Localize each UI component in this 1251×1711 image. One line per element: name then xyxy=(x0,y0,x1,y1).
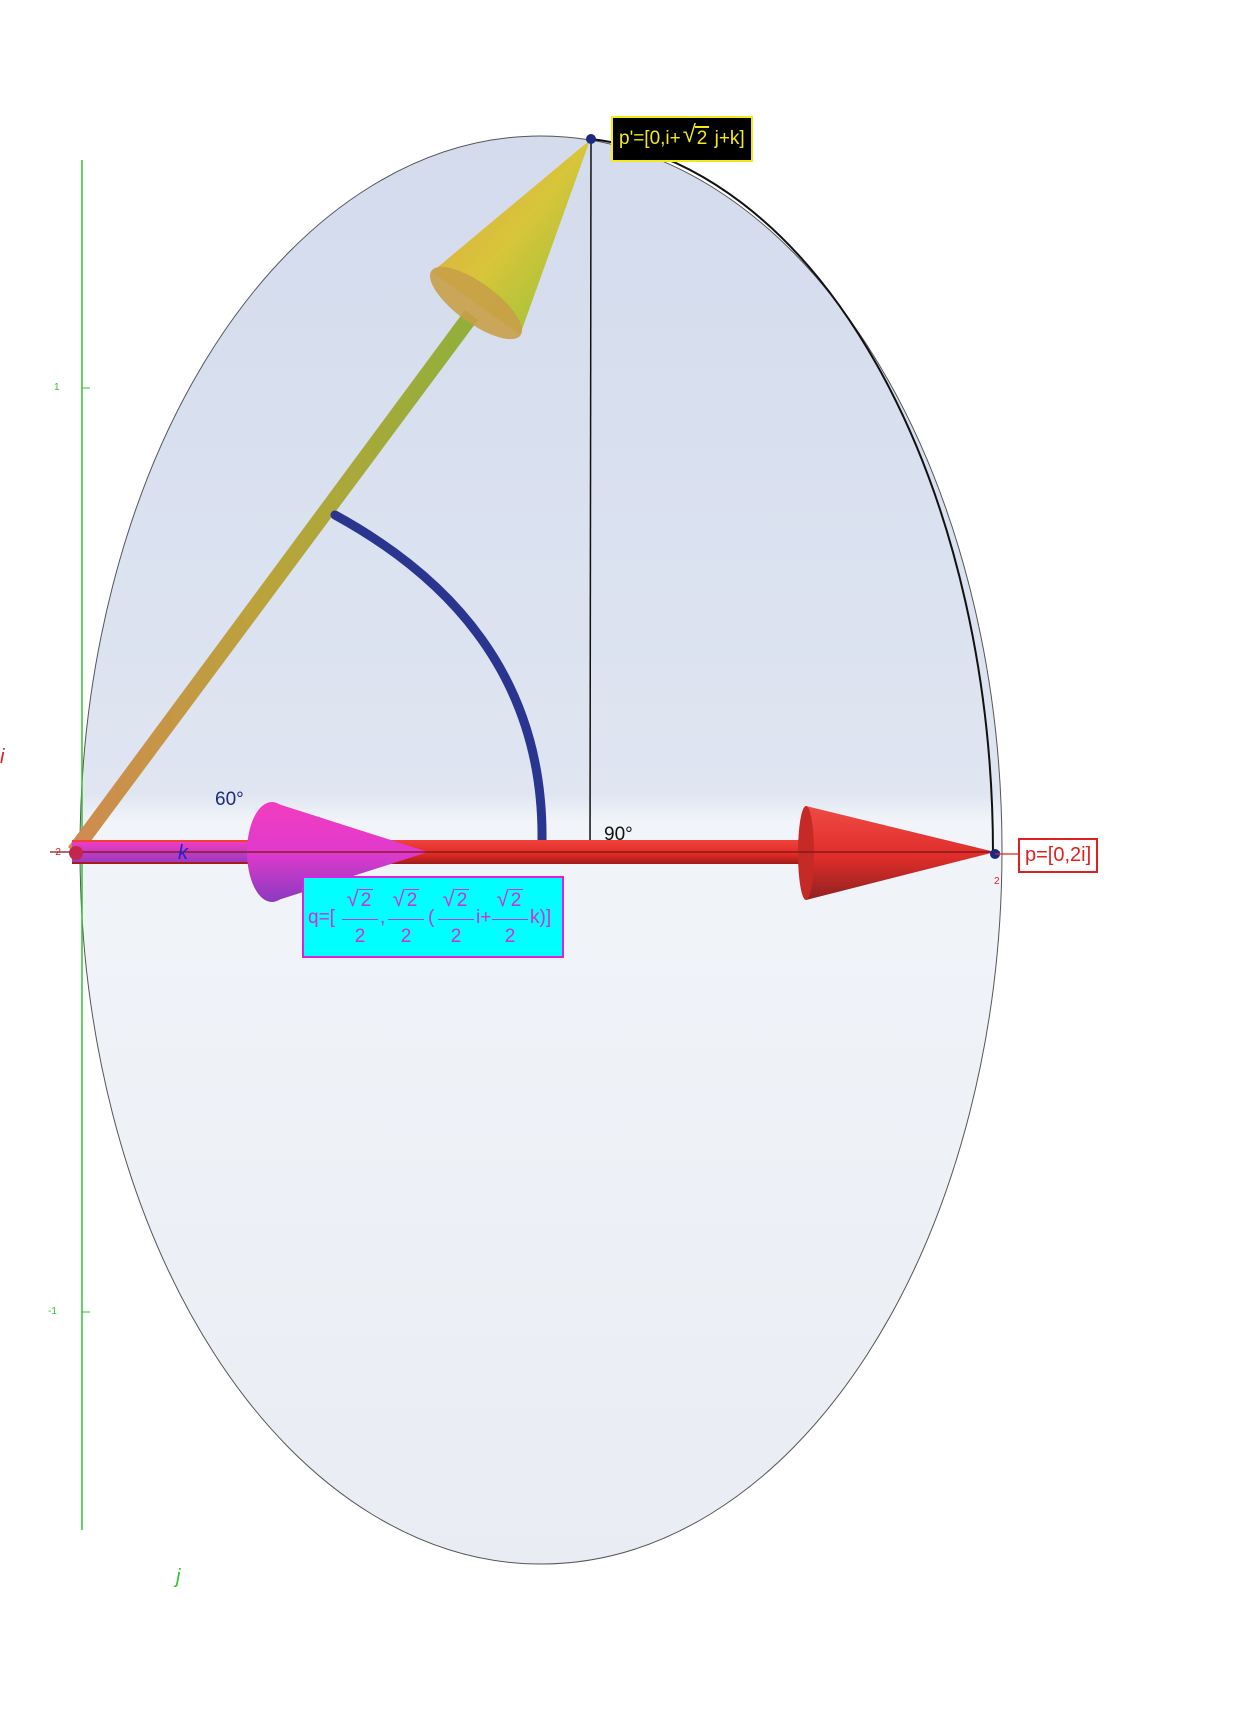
p-cone-base xyxy=(798,806,814,900)
q-label-paren: ( xyxy=(428,907,435,928)
angle-arc-60 xyxy=(330,510,547,847)
q-frac-3-num: 2 xyxy=(454,889,470,911)
q-frac-1-den: 2 xyxy=(354,926,366,947)
tick-i-pos2: 2 xyxy=(994,876,1000,887)
angle-label-60: 60° xyxy=(215,789,244,810)
projection-line xyxy=(589,138,592,852)
p-prime-sqrt-value: 2 xyxy=(694,126,710,149)
q-frac-2-den: 2 xyxy=(400,926,412,947)
p-label: p=[0,2i] xyxy=(1018,838,1099,873)
rotation-arc xyxy=(590,138,995,855)
q-label: q=[ √ 2 2 , √ 2 2 ( √ 2 2 i+ √ 2 2 k)] xyxy=(302,876,564,958)
q-label-comma: , xyxy=(380,907,386,928)
origin-point xyxy=(69,846,83,860)
p-cone xyxy=(806,806,995,900)
q-label-prefix: q=[ xyxy=(308,907,335,928)
q-frac-4-den: 2 xyxy=(504,926,516,947)
p-prime-label-prefix: p'=[0,i+ xyxy=(619,128,681,149)
axis-label-j: j xyxy=(176,1566,181,1588)
angle-label-90: 90° xyxy=(604,824,633,845)
p-prime-label: p'=[0,i+ √ 2 j+k] xyxy=(611,116,753,162)
axis-label-k: k xyxy=(178,842,188,864)
q-frac-1-num: 2 xyxy=(358,889,374,911)
q-label-i: i+ xyxy=(476,907,492,928)
tick-j-pos1: 1 xyxy=(54,382,60,393)
q-frac-3-den: 2 xyxy=(450,926,462,947)
p-prime-shaft xyxy=(68,310,478,857)
tick-j-neg1: -1 xyxy=(48,1306,57,1317)
q-frac-2-num: 2 xyxy=(404,889,420,911)
q-frac-4-num: 2 xyxy=(508,889,524,911)
p-prime-cone-base xyxy=(429,266,523,340)
axis-label-i: i xyxy=(0,746,5,768)
p-prime-label-suffix: j+k] xyxy=(709,128,745,149)
p-prime-point xyxy=(586,134,596,144)
tick-k-neg2: -2 xyxy=(52,847,61,858)
p-prime-sqrt: √ 2 xyxy=(682,121,710,149)
q-label-k: k)] xyxy=(530,907,552,928)
